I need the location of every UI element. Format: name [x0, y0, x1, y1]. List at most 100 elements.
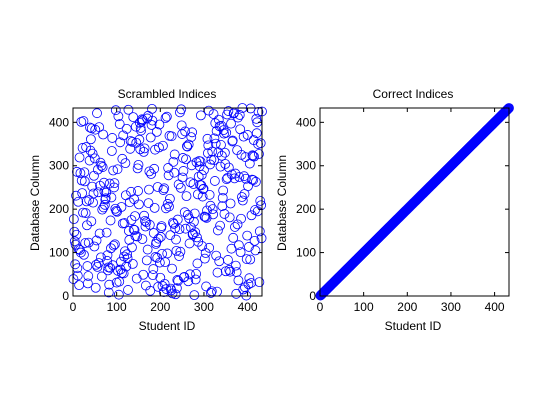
scatter-point — [79, 176, 90, 187]
scatter-point — [185, 177, 196, 188]
scatter-point — [209, 133, 220, 144]
y-tick-label: 0 — [62, 289, 69, 303]
scatter-point — [139, 143, 150, 154]
scatter-point — [196, 169, 207, 180]
scatter-point — [219, 209, 230, 219]
scatter-point — [159, 183, 170, 194]
y-tick-label: 100 — [296, 246, 316, 260]
y-tick-label: 0 — [309, 289, 316, 303]
scatter-point — [87, 148, 98, 159]
scatter-point — [158, 185, 169, 195]
scatter-point — [146, 120, 157, 130]
scatter-point — [189, 290, 200, 301]
scatter-point — [197, 191, 208, 202]
scatter-point — [129, 225, 140, 235]
scatter-point — [501, 106, 511, 116]
scatter-point — [202, 133, 213, 144]
scatter-point — [119, 218, 130, 228]
scatter-point — [175, 246, 186, 257]
scatter-point — [99, 199, 110, 210]
scatter-point — [250, 205, 260, 215]
scatter-point — [195, 156, 206, 167]
scatter-point — [123, 104, 134, 115]
scatter-point — [97, 204, 108, 215]
scatter-point — [122, 253, 133, 264]
scatter-point — [174, 224, 185, 235]
scatter-point — [82, 261, 93, 271]
scatter-point — [214, 256, 225, 267]
scatter-point — [167, 263, 177, 274]
scatter-point — [152, 182, 163, 192]
scatter-point — [208, 209, 219, 220]
scatter-point — [181, 154, 191, 165]
scatter-point — [102, 250, 113, 261]
scatter-point — [231, 267, 242, 278]
scatter-point — [215, 220, 226, 231]
scatter-point — [144, 219, 155, 230]
scatter-point — [159, 278, 170, 289]
scatter-point — [84, 155, 95, 166]
scatter-point — [169, 149, 180, 160]
scatter-point — [105, 215, 116, 226]
scatter-point — [219, 128, 229, 139]
scatter-point — [192, 189, 203, 200]
scatter-point — [254, 226, 265, 237]
scatter-point — [91, 235, 102, 246]
scatter-point — [193, 171, 204, 182]
scatter-point — [163, 170, 174, 181]
y-tick-label: 400 — [49, 115, 69, 129]
x-ticks: 0 100 200 300 400 — [317, 108, 505, 314]
scatter-point — [168, 156, 179, 167]
x-ticks: 0 100 200 300 400 — [70, 108, 258, 314]
scatter-point — [107, 133, 118, 143]
scatter-point — [88, 188, 99, 199]
scatter-point — [73, 244, 84, 255]
scatter-point — [180, 223, 191, 234]
scatter-point — [241, 254, 252, 264]
scatter-point — [225, 198, 236, 209]
x-axis-label: Student ID — [385, 319, 442, 333]
scatter-point — [163, 163, 174, 173]
scatter-point — [188, 229, 198, 239]
scatter-point — [132, 163, 143, 174]
scatter-point — [210, 138, 221, 149]
scatter-point — [223, 255, 233, 265]
scatter-point — [177, 172, 188, 183]
scatter-point — [74, 280, 85, 291]
scatter-point — [146, 169, 157, 179]
scatter-point — [183, 139, 194, 150]
scatter-point — [255, 196, 266, 206]
scatter-point — [198, 183, 209, 194]
scatter-point — [235, 247, 246, 258]
scatter-point — [92, 108, 102, 119]
scatter-point — [154, 119, 165, 130]
scatter-point — [250, 245, 261, 256]
scatter-point — [188, 179, 199, 189]
scatter-point — [133, 186, 143, 196]
scatter-point — [133, 159, 144, 170]
scatter-point — [249, 151, 260, 162]
scatter-point — [178, 166, 189, 176]
scatter-point — [171, 283, 182, 294]
scatter-point — [173, 179, 184, 190]
scatter-point — [208, 109, 219, 119]
y-tick-label: 200 — [49, 202, 69, 216]
scatter-point — [138, 269, 149, 280]
scatter-point — [126, 215, 137, 225]
scatter-point — [156, 221, 167, 232]
scatter-point — [187, 127, 198, 138]
scatter-point — [71, 190, 81, 201]
x-tick-label: 300 — [194, 300, 214, 314]
scatter-point — [116, 202, 127, 212]
scatter-point — [218, 125, 229, 136]
scatter-point — [110, 105, 121, 116]
scatter-point — [191, 268, 201, 279]
scatter-point — [184, 213, 195, 224]
scatter-point — [192, 258, 203, 269]
scatter-point — [500, 106, 511, 117]
scatter-point — [232, 219, 243, 230]
scatter-point — [251, 113, 262, 124]
scatter-point — [212, 267, 223, 278]
y-tick-label: 400 — [296, 115, 316, 129]
scatter-point — [91, 259, 102, 270]
